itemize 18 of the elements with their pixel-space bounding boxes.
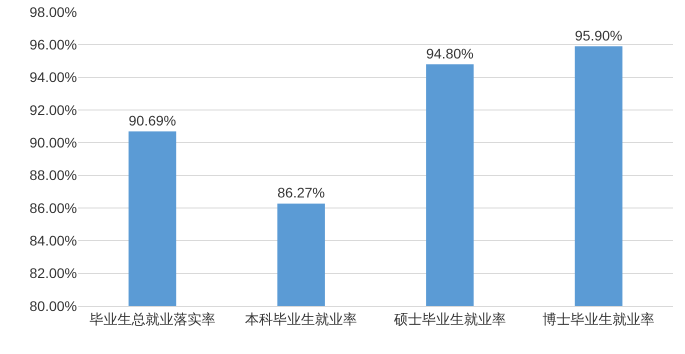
x-tick-label: 毕业生总就业落实率 bbox=[89, 310, 216, 327]
y-tick-label: 86.00% bbox=[30, 200, 77, 216]
x-tick-label: 硕士毕业生就业率 bbox=[392, 310, 506, 327]
x-tick-label: 本科毕业生就业率 bbox=[245, 310, 358, 327]
x-tick-label: 博士毕业生就业率 bbox=[542, 310, 655, 327]
data-label: 86.27% bbox=[277, 184, 325, 201]
y-tick-label: 98.00% bbox=[30, 4, 77, 20]
y-tick-label: 84.00% bbox=[30, 232, 77, 249]
y-tick-label: 96.00% bbox=[30, 36, 77, 53]
y-tick-label: 90.00% bbox=[30, 134, 77, 151]
data-label: 90.69% bbox=[128, 112, 176, 128]
data-label: 95.90% bbox=[574, 27, 622, 44]
y-tick-label: 88.00% bbox=[30, 167, 77, 184]
y-tick-label: 94.00% bbox=[30, 69, 77, 86]
data-label: 94.80% bbox=[426, 45, 474, 62]
y-tick-label: 80.00% bbox=[30, 298, 77, 314]
y-tick-label: 92.00% bbox=[30, 102, 77, 118]
y-tick-label: 82.00% bbox=[30, 265, 77, 282]
